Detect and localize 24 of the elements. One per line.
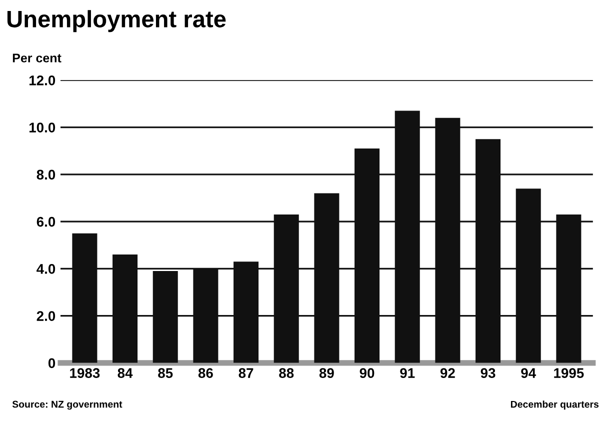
y-tick-label: 12.0: [29, 76, 56, 86]
y-tick-label: 0: [48, 358, 56, 368]
x-tick-label: 85: [158, 368, 173, 378]
x-tick-label: 88: [279, 368, 294, 378]
y-tick-label: 6.0: [36, 216, 56, 227]
chart-title: Unemployment rate: [7, 10, 226, 32]
x-tick-label: 1983: [70, 368, 100, 378]
x-tick-label: 93: [480, 368, 496, 378]
y-tick-label: 8.0: [36, 170, 56, 180]
y-tick-label: 2.0: [36, 311, 56, 321]
x-tick-label: 92: [440, 368, 455, 378]
x-tick-label: 94: [521, 368, 536, 378]
x-tick-label: 87: [238, 368, 254, 378]
x-tick-label: 91: [400, 368, 415, 378]
y-axis-title: Per cent: [12, 54, 62, 62]
x-tick-label: 89: [319, 368, 334, 378]
source-note: Source: NZ government: [12, 400, 122, 410]
y-tick-label: 10.0: [29, 122, 56, 132]
x-tick-label: 90: [360, 368, 374, 378]
x-tick-label: 84: [118, 368, 133, 378]
y-tick-label: 4.0: [36, 264, 56, 274]
text: December quarters: [510, 400, 599, 410]
x-tick-label: 1995: [554, 368, 584, 378]
x-tick-label: 86: [198, 368, 213, 378]
